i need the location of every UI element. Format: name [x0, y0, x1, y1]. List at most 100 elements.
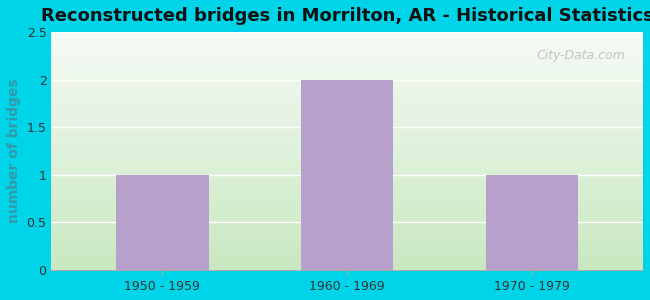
- Bar: [51, 44, 643, 45]
- Bar: [51, 190, 643, 191]
- Bar: [51, 109, 643, 110]
- Bar: [51, 164, 643, 165]
- Bar: [51, 160, 643, 161]
- Bar: [51, 63, 643, 64]
- Bar: [51, 67, 643, 68]
- Bar: [51, 224, 643, 225]
- Bar: [51, 141, 643, 142]
- Bar: [51, 171, 643, 172]
- Bar: [51, 263, 643, 264]
- Bar: [51, 81, 643, 82]
- Bar: [51, 217, 643, 218]
- Bar: [51, 154, 643, 155]
- Bar: [51, 37, 643, 38]
- Bar: [51, 211, 643, 212]
- Bar: [51, 113, 643, 114]
- Bar: [51, 187, 643, 188]
- Title: Reconstructed bridges in Morrilton, AR - Historical Statistics: Reconstructed bridges in Morrilton, AR -…: [41, 7, 650, 25]
- Bar: [51, 215, 643, 216]
- Bar: [51, 41, 643, 42]
- Bar: [51, 126, 643, 127]
- Bar: [51, 65, 643, 66]
- Bar: [51, 158, 643, 159]
- Bar: [51, 182, 643, 183]
- Bar: [51, 104, 643, 105]
- Bar: [51, 103, 643, 104]
- Bar: [51, 48, 643, 49]
- Bar: [51, 236, 643, 237]
- Bar: [51, 46, 643, 47]
- Bar: [51, 71, 643, 72]
- Bar: [51, 148, 643, 149]
- Bar: [51, 49, 643, 50]
- Bar: [51, 203, 643, 204]
- Bar: [51, 167, 643, 168]
- Bar: [51, 169, 643, 170]
- Bar: [51, 194, 643, 195]
- Bar: [51, 105, 643, 106]
- Bar: [51, 60, 643, 61]
- Bar: [51, 223, 643, 224]
- Bar: [51, 248, 643, 249]
- Bar: [51, 255, 643, 256]
- Bar: [51, 201, 643, 202]
- Bar: [51, 140, 643, 141]
- Bar: [51, 151, 643, 152]
- Bar: [51, 180, 643, 181]
- Bar: [51, 106, 643, 107]
- Bar: [51, 55, 643, 56]
- Bar: [51, 47, 643, 48]
- Bar: [51, 35, 643, 36]
- Bar: [51, 53, 643, 54]
- Bar: [51, 175, 643, 176]
- Bar: [486, 175, 578, 270]
- Bar: [51, 86, 643, 87]
- Bar: [51, 132, 643, 133]
- Bar: [51, 184, 643, 185]
- Bar: [51, 34, 643, 35]
- Bar: [51, 169, 643, 170]
- Bar: [51, 85, 643, 86]
- Bar: [51, 199, 643, 200]
- Bar: [51, 66, 643, 67]
- Bar: [51, 161, 643, 162]
- Bar: [51, 114, 643, 115]
- Bar: [51, 127, 643, 128]
- Bar: [51, 88, 643, 89]
- Bar: [51, 39, 643, 40]
- Bar: [51, 195, 643, 196]
- Bar: [51, 173, 643, 174]
- Bar: [51, 146, 643, 147]
- Bar: [51, 129, 643, 130]
- Bar: [51, 73, 643, 74]
- Bar: [51, 149, 643, 150]
- Bar: [51, 227, 643, 228]
- Bar: [51, 99, 643, 100]
- Bar: [51, 130, 643, 131]
- Bar: [51, 64, 643, 65]
- Bar: [51, 100, 643, 101]
- Bar: [51, 68, 643, 69]
- Bar: [51, 238, 643, 239]
- Bar: [51, 97, 643, 98]
- Bar: [51, 189, 643, 190]
- Bar: [51, 150, 643, 151]
- Bar: [51, 32, 643, 33]
- Bar: [51, 172, 643, 173]
- Bar: [51, 259, 643, 260]
- Bar: [51, 162, 643, 163]
- Bar: [51, 124, 643, 125]
- Bar: [51, 79, 643, 80]
- Bar: [51, 69, 643, 70]
- Bar: [51, 204, 643, 205]
- Bar: [51, 112, 643, 113]
- Bar: [51, 91, 643, 92]
- Bar: [51, 200, 643, 201]
- Bar: [51, 115, 643, 116]
- Bar: [51, 165, 643, 166]
- Bar: [51, 42, 643, 43]
- Bar: [51, 89, 643, 90]
- Bar: [51, 219, 643, 220]
- Bar: [51, 123, 643, 124]
- Bar: [51, 216, 643, 217]
